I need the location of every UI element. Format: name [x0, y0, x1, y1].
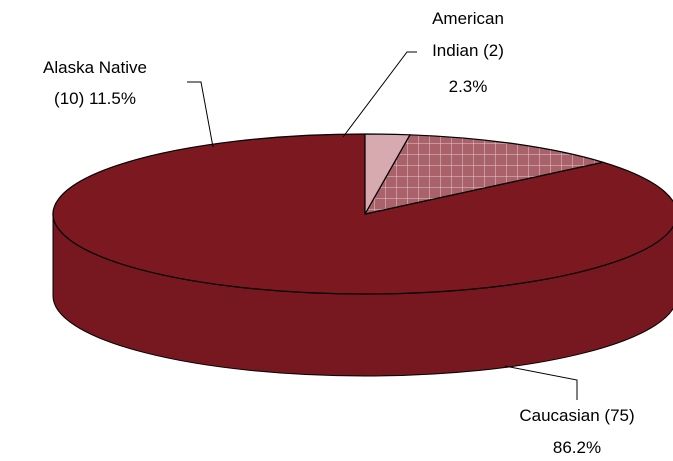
leader-line-caucasian [504, 365, 578, 400]
pie-3d [52, 133, 673, 377]
label-caucasian-line2: 86.2% [553, 438, 601, 457]
pie-slice-american-indian [364, 133, 411, 215]
label-american-indian-line3: 2.3% [449, 77, 488, 96]
label-american-indian-line2: Indian (2) [432, 41, 504, 60]
label-alaska-native-line2: (10) 11.5% [54, 89, 136, 108]
leader-line-alaska-native [187, 81, 214, 148]
label-caucasian-line1: Caucasian (75) [519, 406, 634, 425]
pie-slice-caucasian [52, 133, 673, 295]
leader-lines [187, 51, 578, 400]
label-american-indian-line1: American [432, 9, 504, 28]
slice-labels: American Indian (2) 2.3% Alaska Native (… [43, 9, 635, 457]
leader-line-american-indian [342, 51, 417, 138]
label-alaska-native-line1: Alaska Native [43, 58, 147, 77]
pie-slice-alaska-native [364, 134, 604, 215]
